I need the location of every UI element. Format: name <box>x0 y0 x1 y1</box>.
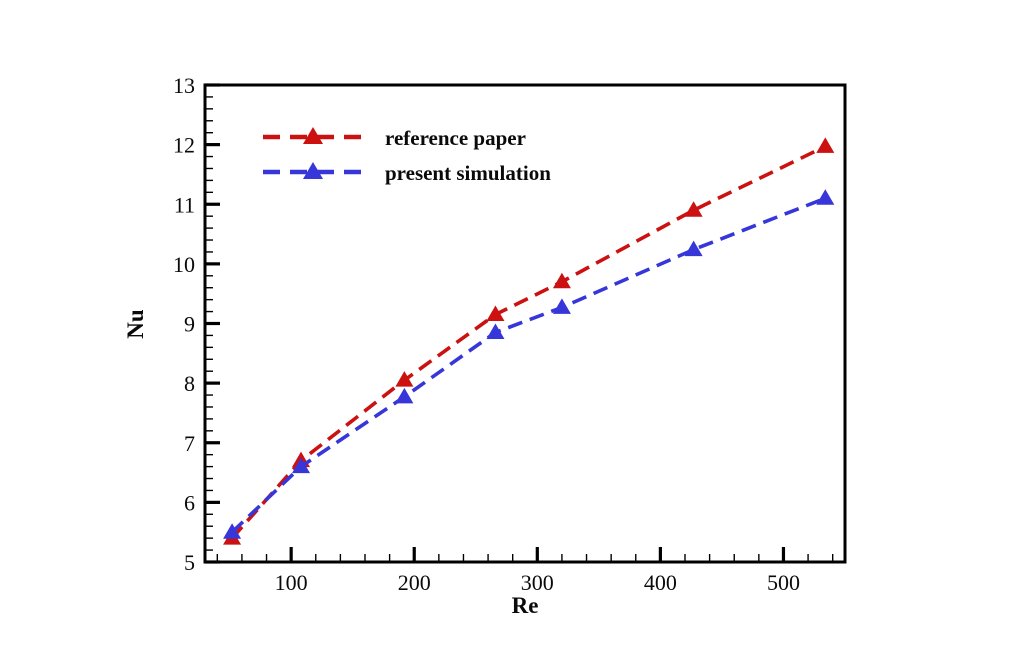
y-tick-label: 10 <box>173 252 195 277</box>
y-axis-minor-ticks <box>205 96 213 551</box>
y-tick-label: 8 <box>184 371 195 396</box>
legend <box>263 127 363 179</box>
y-tick-label: 6 <box>184 490 195 515</box>
marker-triangle-present-simulation <box>292 457 310 474</box>
marker-triangle-present-simulation <box>816 189 835 205</box>
marker-triangle-reference-paper <box>816 137 835 153</box>
y-axis-title: Nu <box>123 309 148 339</box>
x-axis-tick-labels: 100 200 300 400 500 <box>275 570 800 595</box>
marker-triangle-present-simulation <box>223 523 242 539</box>
y-tick-label: 5 <box>184 550 195 575</box>
x-tick-label: 300 <box>521 570 554 595</box>
marker-triangle-present-simulation <box>486 323 505 339</box>
series-line-present-simulation <box>230 196 826 534</box>
plot-frame <box>203 83 847 564</box>
y-tick-label: 13 <box>173 73 195 98</box>
marker-triangle-present-simulation <box>684 240 703 257</box>
y-tick-label: 12 <box>173 133 195 158</box>
y-axis-tick-labels: 5 6 7 8 9 10 11 12 13 <box>173 73 195 575</box>
y-tick-label: 9 <box>184 312 195 337</box>
legend-label-reference-paper: reference paper <box>385 126 526 150</box>
legend-marker-triangle <box>303 127 323 144</box>
x-tick-label: 200 <box>398 570 431 595</box>
marker-triangle-reference-paper <box>684 201 703 217</box>
marker-triangle-reference-paper <box>395 371 414 387</box>
marker-triangle-present-simulation <box>395 387 414 404</box>
legend-marker-triangle <box>303 162 323 179</box>
x-axis-title: Re <box>512 593 539 618</box>
x-tick-label: 400 <box>644 570 677 595</box>
legend-label-present-simulation: present simulation <box>385 161 551 185</box>
y-tick-label: 7 <box>184 431 195 456</box>
series-present-simulation <box>223 189 835 539</box>
series-reference-paper <box>223 137 835 545</box>
series-line-reference-paper <box>230 144 827 540</box>
x-tick-label: 500 <box>767 570 800 595</box>
y-tick-label: 11 <box>174 192 195 217</box>
marker-triangle-reference-paper <box>552 272 571 289</box>
marker-triangle-reference-paper <box>486 305 505 322</box>
x-tick-label: 100 <box>275 570 308 595</box>
marker-triangle-present-simulation <box>552 298 571 314</box>
x-axis-major-ticks <box>289 547 786 562</box>
